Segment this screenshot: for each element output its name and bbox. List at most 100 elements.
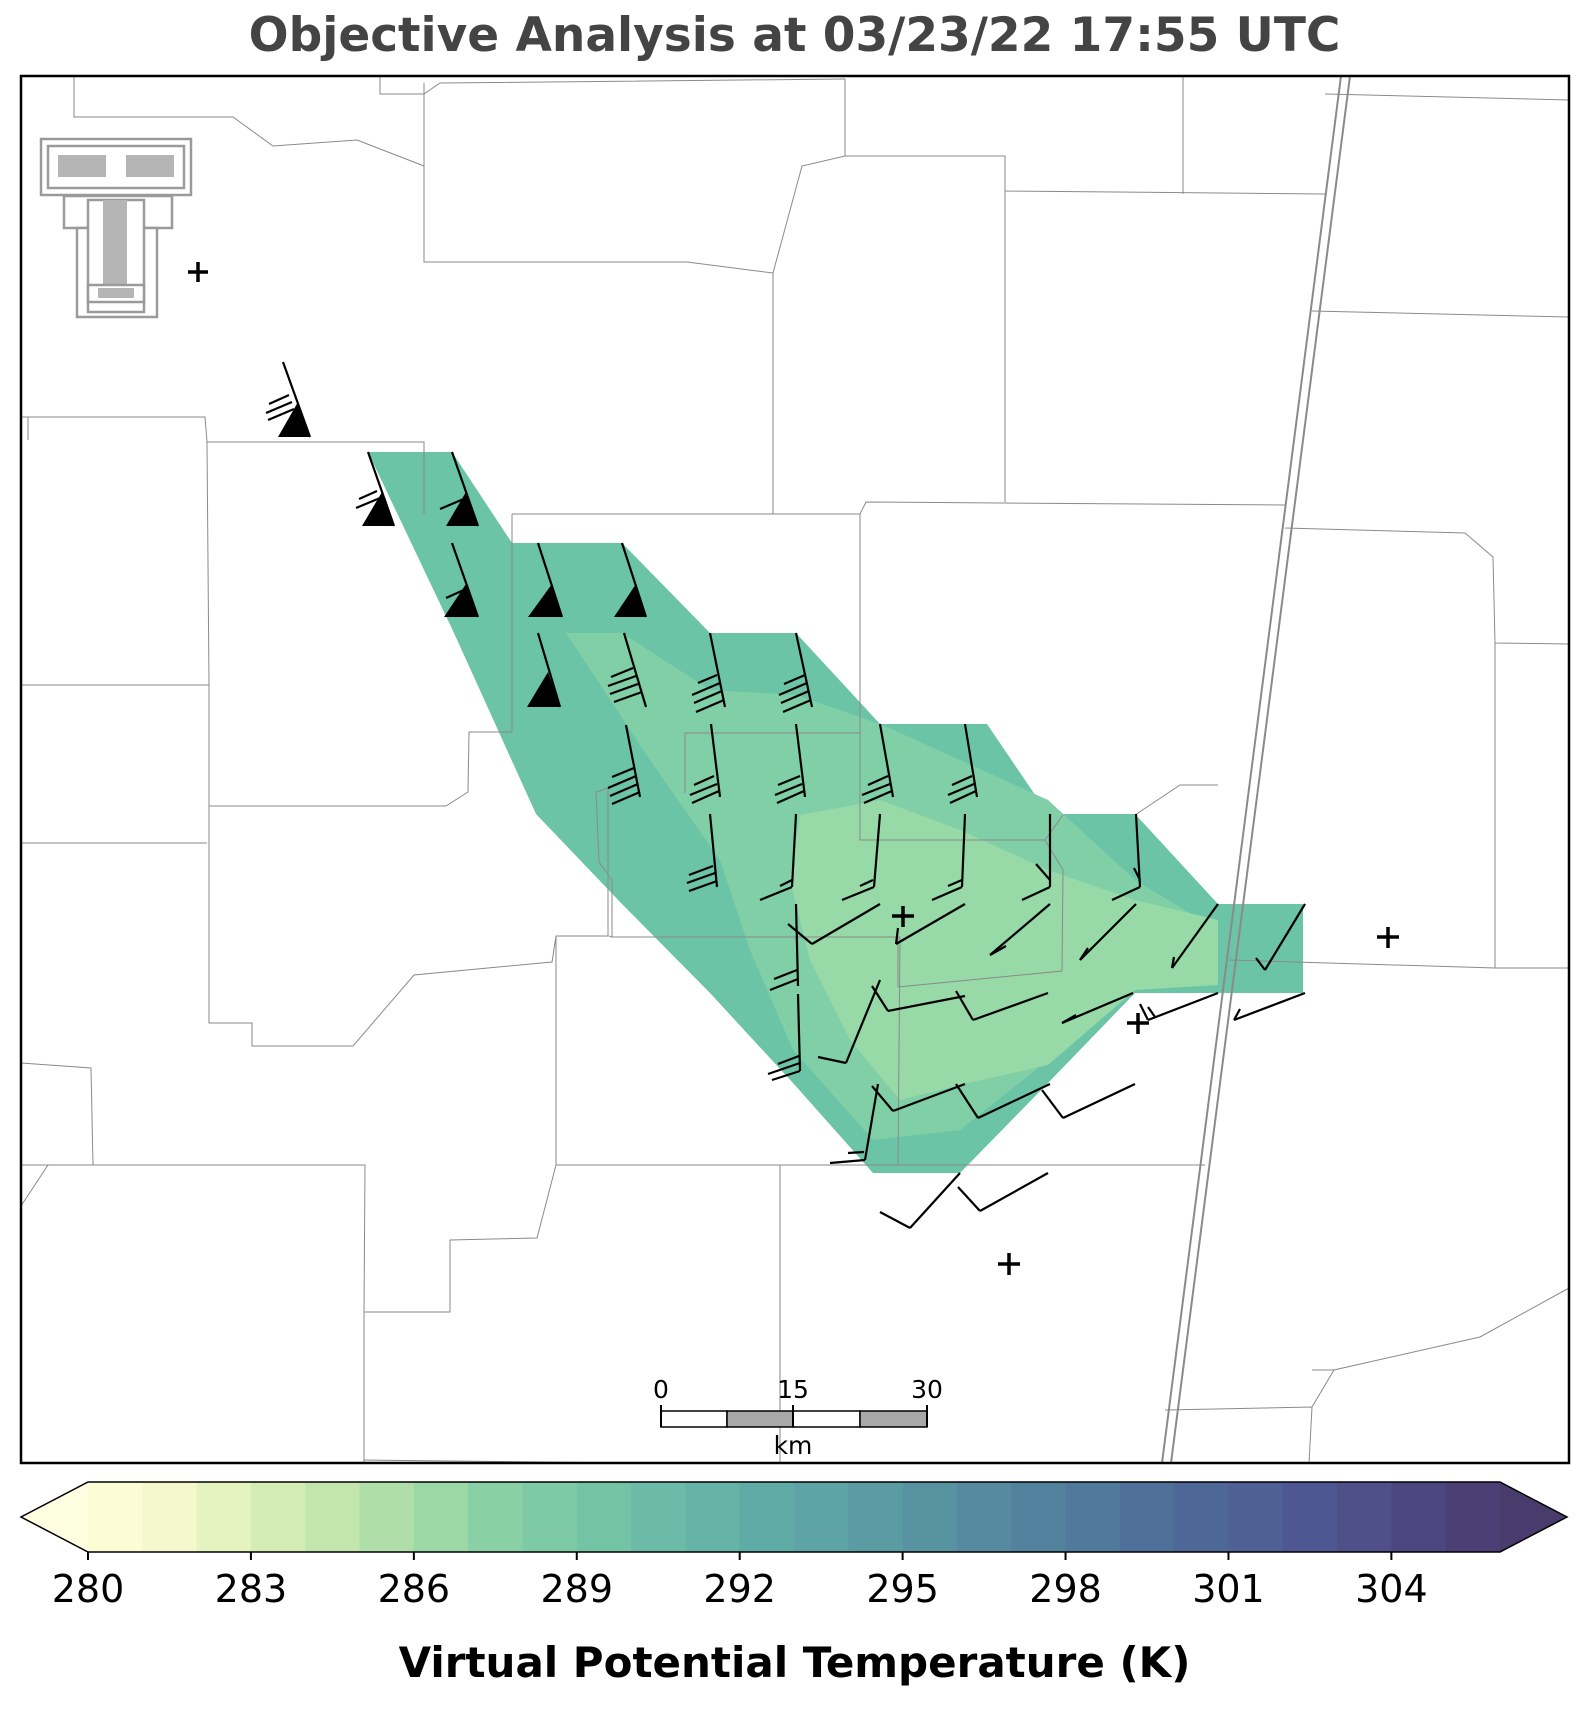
wind-barb bbox=[931, 813, 967, 902]
colorbar-segment bbox=[359, 1482, 415, 1552]
station-markers bbox=[188, 262, 1399, 1275]
colorbar-segment bbox=[1337, 1482, 1392, 1552]
colorbar-segment bbox=[196, 1482, 252, 1552]
colorbar-tick-label: 286 bbox=[378, 1567, 451, 1611]
wind-barb bbox=[1233, 991, 1306, 1022]
colorbar-tick-label: 295 bbox=[866, 1567, 939, 1611]
wind-barb bbox=[829, 1083, 880, 1165]
colorbar-segment bbox=[902, 1482, 958, 1552]
colorbar-segment bbox=[468, 1482, 524, 1552]
wind-barb bbox=[879, 1172, 961, 1229]
colorbar-segment bbox=[522, 1482, 578, 1552]
station-marker bbox=[1127, 1013, 1149, 1034]
colorbar-tick-label: 301 bbox=[1192, 1567, 1265, 1611]
state-boundary bbox=[1161, 76, 1351, 1463]
colorbar-segment bbox=[956, 1482, 1012, 1552]
colorbar: 280 283 286 289 292 295 298 301 304 bbox=[19, 1481, 1569, 1611]
colorbar-tick-label: 280 bbox=[52, 1567, 125, 1611]
colorbar-extend-min bbox=[21, 1482, 88, 1552]
wind-barb bbox=[817, 979, 882, 1065]
colorbar-segment bbox=[1119, 1482, 1175, 1552]
scale-bar: 0 15 30 km bbox=[653, 1375, 943, 1460]
colorbar-segment bbox=[250, 1482, 306, 1552]
colorbar-segment bbox=[1445, 1482, 1501, 1552]
wind-barb bbox=[1021, 814, 1052, 901]
colorbar-tick-label: 292 bbox=[703, 1567, 776, 1611]
colorbar-segment bbox=[739, 1482, 795, 1552]
colorbar-segment bbox=[1174, 1482, 1230, 1552]
colorbar-tick-label: 289 bbox=[541, 1567, 614, 1611]
colorbar-outline bbox=[19, 1481, 1569, 1553]
scale-label-15: 15 bbox=[777, 1375, 809, 1404]
county-boundaries bbox=[21, 76, 1569, 1463]
wind-barb bbox=[774, 723, 807, 805]
analysis-field bbox=[368, 452, 1303, 1173]
wind-barb bbox=[1079, 903, 1137, 961]
wind-barb bbox=[1139, 991, 1219, 1022]
colorbar-segment bbox=[413, 1482, 469, 1552]
wind-barb bbox=[528, 542, 564, 618]
station-marker bbox=[188, 262, 208, 282]
wind-barb bbox=[439, 451, 480, 527]
wind-barb bbox=[1061, 991, 1134, 1025]
analysis-band-287 bbox=[790, 800, 1218, 1100]
colorbar-segment bbox=[1228, 1482, 1284, 1552]
wind-barb bbox=[444, 542, 480, 618]
colorbar-label: Virtual Potential Temperature (K) bbox=[398, 1638, 1191, 1687]
wind-barb bbox=[355, 451, 396, 527]
colorbar-segment bbox=[794, 1482, 849, 1552]
colorbar-segment bbox=[305, 1482, 361, 1552]
colorbar-tick-label: 283 bbox=[215, 1567, 288, 1611]
colorbar-segment bbox=[576, 1482, 632, 1552]
colorbar-extend-max bbox=[1500, 1482, 1567, 1552]
colorbar-segment bbox=[1065, 1482, 1121, 1552]
wind-barb bbox=[1170, 903, 1219, 969]
wind-barb bbox=[955, 990, 1049, 1022]
wind-barb bbox=[607, 632, 648, 708]
wind-barb bbox=[778, 632, 814, 714]
wind-barb bbox=[871, 985, 966, 1013]
wind-barb bbox=[686, 813, 719, 893]
wind-barb bbox=[527, 632, 562, 708]
wind-barb bbox=[989, 903, 1051, 956]
wind-barb bbox=[861, 723, 895, 805]
wind-barb bbox=[614, 542, 648, 618]
map-title: Objective Analysis at 03/23/22 17:55 UTC bbox=[248, 8, 1341, 63]
colorbar-segment bbox=[848, 1482, 904, 1552]
wind-barb bbox=[767, 993, 802, 1082]
wind-barb bbox=[871, 1082, 966, 1113]
colorbar-segment bbox=[142, 1482, 198, 1552]
wind-barb bbox=[1111, 813, 1142, 901]
scale-label-30: 30 bbox=[911, 1375, 943, 1404]
wind-barb bbox=[691, 632, 727, 714]
map-frame bbox=[19, 74, 1571, 1465]
wind-barb bbox=[955, 1083, 1051, 1119]
wind-barb bbox=[689, 723, 722, 805]
wind-barb bbox=[947, 723, 979, 804]
colorbar-segment bbox=[88, 1482, 143, 1552]
wind-barb bbox=[1255, 903, 1306, 971]
colorbar-segment bbox=[631, 1482, 686, 1552]
colorbar-tick-label: 298 bbox=[1029, 1567, 1102, 1611]
wind-barb bbox=[607, 724, 642, 806]
wind-barb bbox=[957, 1172, 1049, 1212]
colorbar-tick-label: 304 bbox=[1355, 1567, 1428, 1611]
colorbar-segment bbox=[1282, 1482, 1338, 1552]
wind-barbs bbox=[265, 361, 1306, 1229]
station-marker bbox=[892, 906, 914, 927]
colorbar-segment bbox=[1391, 1482, 1447, 1552]
station-marker bbox=[1377, 927, 1399, 948]
texas-tech-logo bbox=[39, 137, 193, 319]
wind-barb bbox=[769, 903, 800, 992]
colorbar-segment bbox=[685, 1482, 741, 1552]
colorbar-segment bbox=[1011, 1482, 1067, 1552]
wind-barb bbox=[759, 813, 798, 902]
wind-barb bbox=[787, 903, 881, 945]
wind-barb bbox=[265, 361, 312, 438]
wind-barb bbox=[894, 903, 966, 945]
scale-label-0: 0 bbox=[653, 1375, 669, 1404]
wind-barb bbox=[1041, 1083, 1136, 1119]
scale-unit: km bbox=[774, 1431, 813, 1460]
wind-barb bbox=[841, 813, 882, 902]
